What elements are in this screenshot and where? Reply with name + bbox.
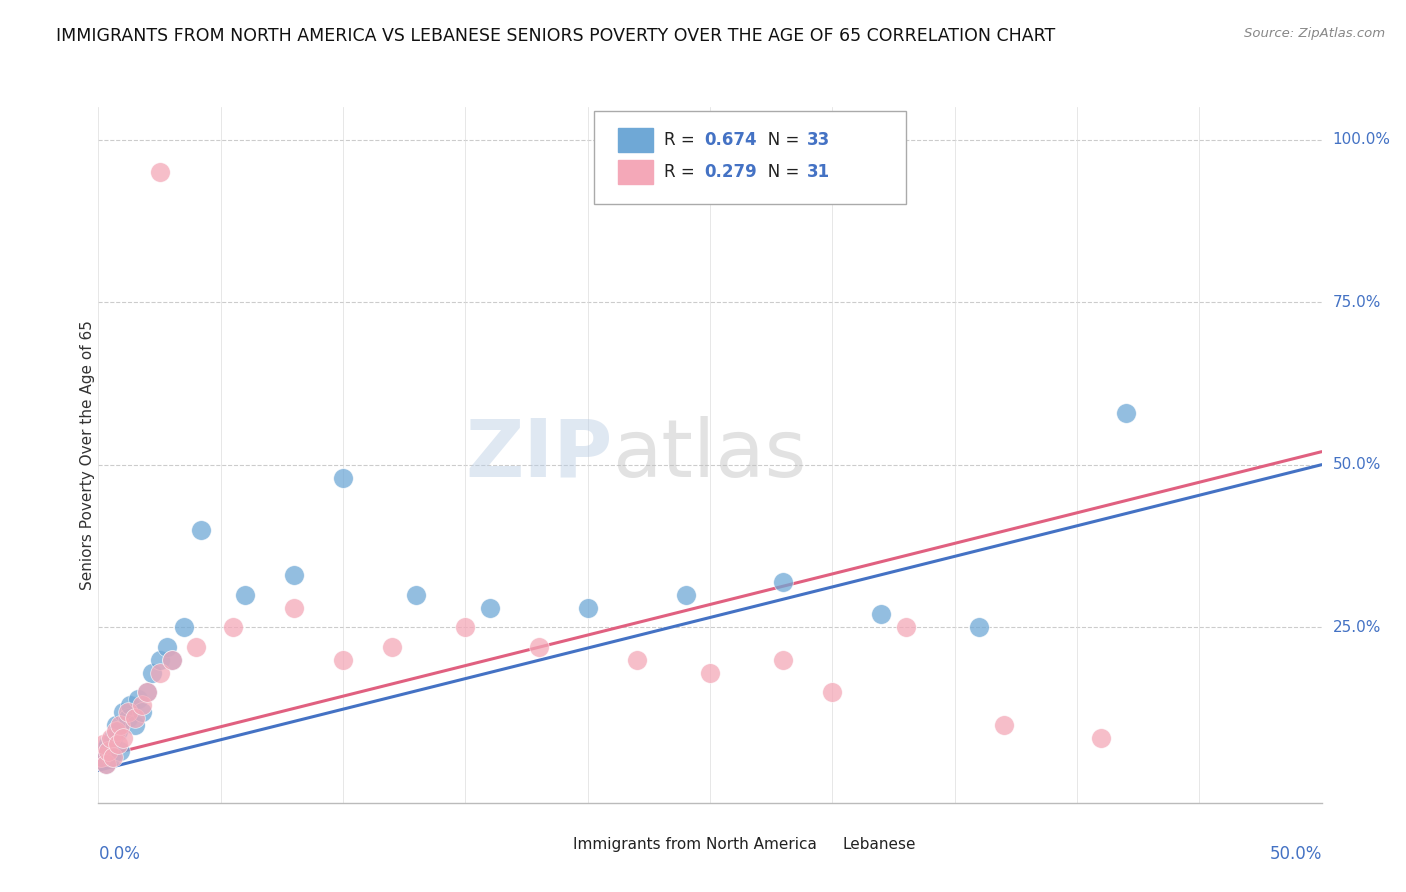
Text: R =: R = (664, 131, 700, 149)
Point (101, 731, 124, 745)
Text: 0.0%: 0.0% (98, 845, 141, 863)
Text: 31: 31 (807, 162, 830, 181)
Point (124, 718, 146, 732)
Point (107, 737, 129, 751)
Point (186, 640, 208, 654)
Point (136, 685, 159, 699)
Point (190, 523, 212, 537)
Point (90, 750, 112, 764)
Text: 0.279: 0.279 (704, 162, 756, 181)
Text: N =: N = (752, 162, 804, 181)
Text: 100.0%: 100.0% (1333, 132, 1391, 147)
Point (131, 698, 153, 713)
Text: IMMIGRANTS FROM NORTH AMERICA VS LEBANESE SENIORS POVERTY OVER THE AGE OF 65 COR: IMMIGRANTS FROM NORTH AMERICA VS LEBANES… (56, 27, 1056, 45)
FancyBboxPatch shape (619, 128, 652, 152)
Point (160, 653, 183, 667)
Point (110, 744, 132, 758)
Point (100, 750, 122, 764)
Text: Lebanese: Lebanese (842, 837, 915, 852)
Text: ZIP: ZIP (465, 416, 612, 494)
Point (149, 665, 172, 680)
Point (233, 588, 256, 602)
Point (772, 574, 794, 589)
Point (821, 685, 844, 699)
Point (283, 568, 305, 582)
Point (967, 620, 990, 634)
Point (405, 588, 427, 602)
Point (1115, 406, 1137, 420)
Point (104, 718, 127, 732)
Point (149, 165, 172, 179)
Point (117, 711, 139, 725)
Point (101, 750, 124, 764)
Point (141, 665, 163, 680)
Point (332, 471, 354, 485)
Point (104, 724, 127, 739)
Point (894, 620, 917, 634)
Point (576, 600, 599, 615)
Point (993, 718, 1015, 732)
Point (332, 653, 354, 667)
Point (110, 718, 132, 732)
Point (94, 756, 117, 771)
Y-axis label: Seniors Poverty Over the Age of 65: Seniors Poverty Over the Age of 65 (80, 320, 94, 590)
Point (156, 640, 179, 654)
Text: Source: ZipAtlas.com: Source: ZipAtlas.com (1244, 27, 1385, 40)
Point (107, 724, 129, 739)
Point (97, 744, 120, 758)
Point (772, 653, 794, 667)
FancyBboxPatch shape (538, 834, 565, 855)
FancyBboxPatch shape (593, 111, 905, 204)
Text: 50.0%: 50.0% (1333, 458, 1381, 472)
FancyBboxPatch shape (619, 160, 652, 184)
Point (100, 731, 122, 745)
Point (222, 620, 245, 634)
Text: 25.0%: 25.0% (1333, 620, 1381, 635)
Text: 75.0%: 75.0% (1333, 294, 1381, 310)
Point (173, 620, 195, 634)
Point (136, 685, 159, 699)
Point (91, 744, 114, 758)
Point (94, 756, 117, 771)
Point (111, 705, 134, 719)
Point (124, 711, 146, 725)
FancyBboxPatch shape (808, 834, 835, 855)
Text: 50.0%: 50.0% (1270, 845, 1322, 863)
Point (131, 705, 153, 719)
Text: N =: N = (752, 131, 804, 149)
Point (97, 737, 120, 751)
Point (283, 600, 305, 615)
Point (381, 640, 404, 654)
Text: 33: 33 (807, 131, 830, 149)
Point (160, 653, 183, 667)
Point (117, 705, 139, 719)
Text: R =: R = (664, 162, 700, 181)
Point (1090, 731, 1112, 745)
Point (120, 698, 142, 713)
Point (90, 750, 112, 764)
Text: 0.674: 0.674 (704, 131, 756, 149)
Text: atlas: atlas (612, 416, 807, 494)
Point (127, 691, 149, 706)
Point (870, 607, 893, 622)
Point (699, 665, 721, 680)
Point (527, 640, 550, 654)
Text: Immigrants from North America: Immigrants from North America (574, 837, 817, 852)
Point (478, 600, 501, 615)
Point (111, 731, 134, 745)
Point (675, 588, 697, 602)
Point (91, 737, 114, 751)
Point (626, 653, 648, 667)
Point (149, 653, 172, 667)
Point (454, 620, 477, 634)
